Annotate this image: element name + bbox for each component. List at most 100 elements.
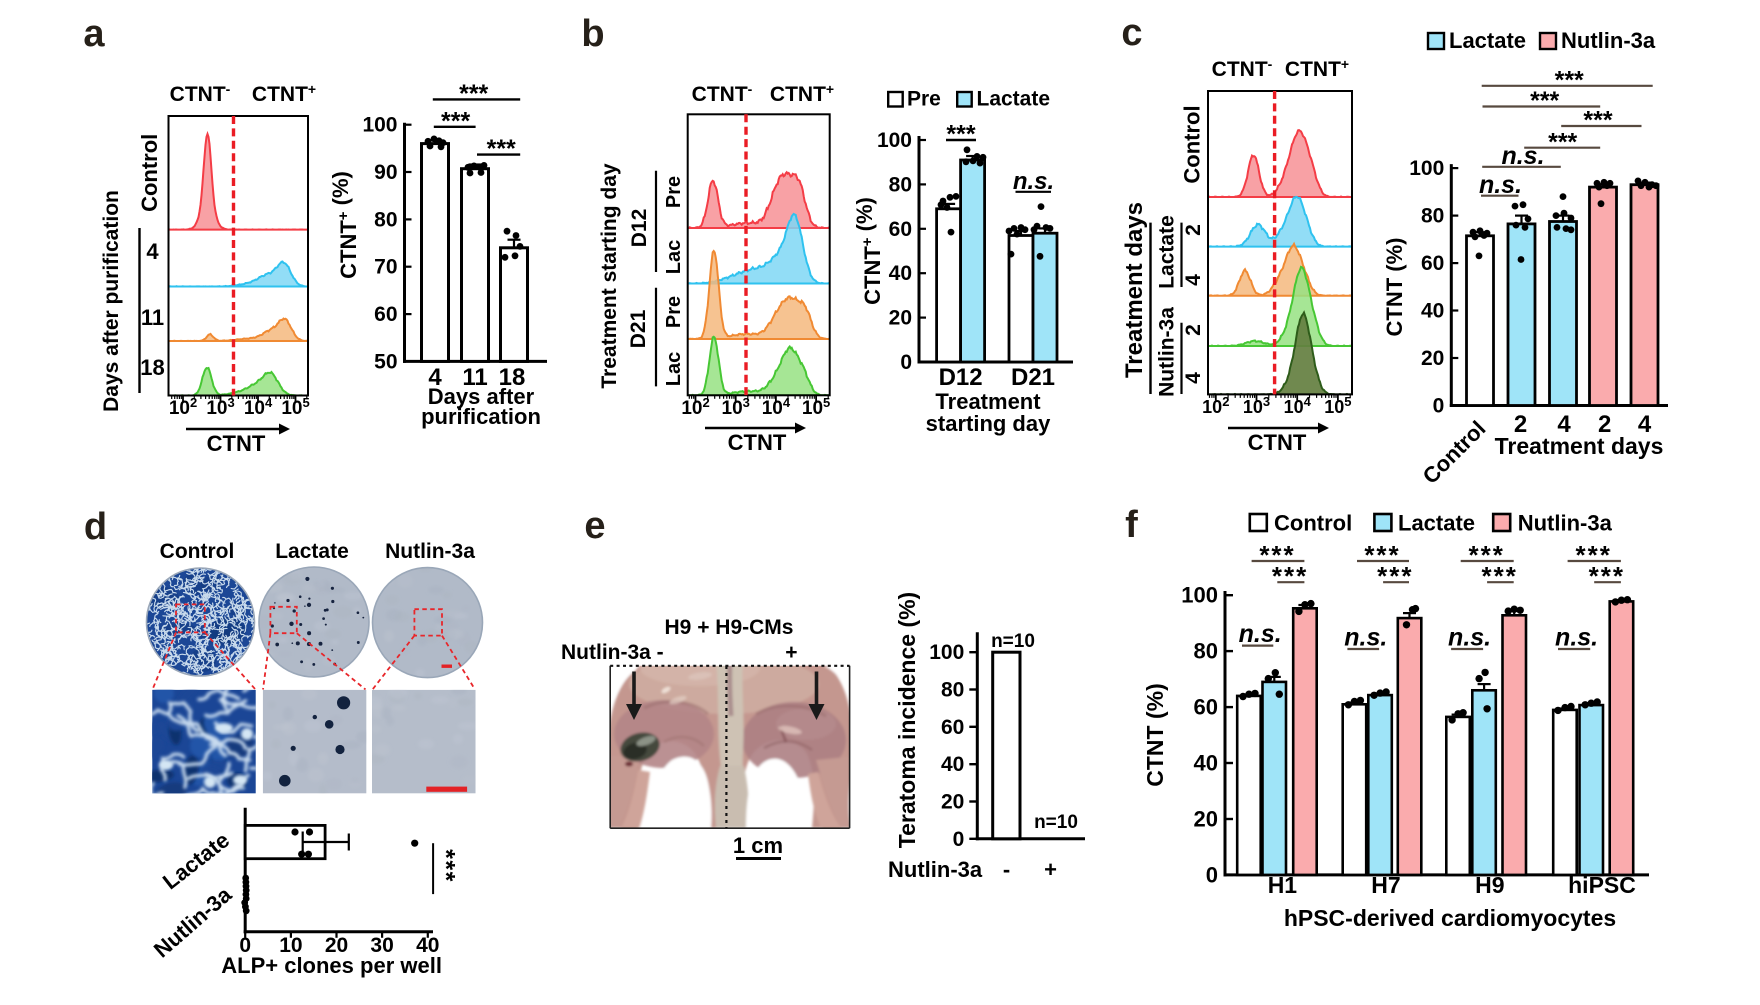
svg-text:H9: H9 — [1475, 872, 1504, 898]
svg-text:Days after purification: Days after purification — [100, 190, 123, 412]
svg-text:0: 0 — [953, 828, 965, 851]
svg-text:Teratoma incidence (%): Teratoma incidence (%) — [894, 592, 920, 848]
svg-text:4: 4 — [1557, 411, 1571, 438]
svg-text:CTNT+: CTNT+ — [252, 81, 316, 106]
svg-text:80: 80 — [374, 208, 397, 231]
svg-text:Control: Control — [1274, 511, 1352, 536]
svg-text:60: 60 — [374, 303, 397, 326]
svg-text:ALP+ clones per well: ALP+ clones per well — [221, 953, 442, 978]
svg-text:18: 18 — [499, 364, 526, 391]
svg-text:Lactate: Lactate — [1156, 215, 1179, 289]
svg-text:***: *** — [1555, 66, 1584, 94]
svg-text:100: 100 — [877, 129, 912, 152]
svg-text:2: 2 — [1182, 224, 1205, 236]
svg-text:104: 104 — [244, 395, 273, 419]
svg-text:80: 80 — [941, 679, 964, 702]
svg-text:CTNT: CTNT — [207, 431, 266, 456]
svg-text:D21: D21 — [627, 309, 650, 348]
svg-text:2: 2 — [1514, 411, 1527, 438]
svg-text:60: 60 — [1194, 695, 1218, 720]
svg-text:4: 4 — [1638, 411, 1652, 438]
svg-text:a: a — [83, 13, 105, 55]
svg-text:+: + — [1044, 857, 1057, 882]
svg-text:n.s.: n.s. — [1479, 171, 1522, 199]
svg-text:Nutlin-3a: Nutlin-3a — [888, 857, 983, 882]
svg-text:***: *** — [1259, 540, 1295, 570]
svg-text:Nutlin-3a -: Nutlin-3a - — [561, 641, 664, 664]
svg-text:40: 40 — [1421, 300, 1444, 323]
svg-text:f: f — [1125, 504, 1138, 546]
svg-text:Days after: Days after — [428, 384, 535, 409]
svg-text:***: *** — [1482, 561, 1518, 591]
svg-text:4: 4 — [146, 239, 159, 264]
svg-text:4: 4 — [1182, 274, 1205, 286]
svg-text:***: *** — [487, 135, 516, 163]
svg-text:H7: H7 — [1371, 872, 1400, 898]
svg-text:Nutlin-3a: Nutlin-3a — [1156, 307, 1179, 397]
svg-text:60: 60 — [941, 716, 964, 739]
svg-text:Control: Control — [160, 540, 235, 563]
svg-text:n=10: n=10 — [991, 631, 1035, 652]
svg-text:purification: purification — [421, 404, 541, 429]
svg-text:20: 20 — [1421, 347, 1444, 370]
svg-text:+: + — [785, 641, 797, 664]
svg-text:100: 100 — [1409, 157, 1444, 180]
svg-text:90: 90 — [374, 161, 397, 184]
svg-text:20: 20 — [1194, 807, 1218, 832]
svg-text:Treatment days: Treatment days — [1495, 433, 1664, 459]
svg-text:80: 80 — [1194, 639, 1218, 664]
svg-text:e: e — [584, 505, 605, 547]
svg-text:100: 100 — [929, 641, 964, 664]
svg-text:0: 0 — [239, 934, 251, 957]
svg-text:d: d — [84, 506, 107, 548]
svg-text:b: b — [581, 13, 604, 55]
svg-text:CTNT+: CTNT+ — [1285, 56, 1349, 81]
svg-text:30: 30 — [370, 934, 393, 957]
svg-text:60: 60 — [889, 218, 912, 241]
svg-text:Lactate: Lactate — [1449, 28, 1526, 53]
svg-text:11: 11 — [462, 364, 487, 391]
svg-text:11: 11 — [141, 305, 164, 330]
svg-text:10: 10 — [279, 934, 302, 957]
svg-text:starting day: starting day — [926, 411, 1051, 436]
svg-text:Lactate: Lactate — [977, 88, 1051, 111]
svg-text:***: *** — [441, 107, 470, 135]
svg-text:CTNT (%): CTNT (%) — [1142, 683, 1168, 786]
svg-text:n.s.: n.s. — [1239, 620, 1282, 648]
svg-text:0: 0 — [1433, 395, 1445, 418]
svg-text:Pre: Pre — [663, 176, 685, 208]
svg-text:80: 80 — [889, 173, 912, 196]
svg-text:Pre: Pre — [907, 88, 941, 111]
svg-text:***: *** — [1364, 540, 1400, 570]
svg-text:Treatment: Treatment — [935, 389, 1041, 414]
svg-text:CTNT-: CTNT- — [170, 81, 231, 106]
svg-text:D21: D21 — [1011, 364, 1055, 391]
svg-text:2: 2 — [1182, 324, 1205, 336]
svg-text:50: 50 — [374, 350, 397, 373]
svg-text:1 cm: 1 cm — [733, 833, 783, 858]
svg-text:c: c — [1121, 12, 1142, 54]
svg-text:CTNT (%): CTNT (%) — [1382, 238, 1407, 337]
svg-text:H9 + H9-CMs: H9 + H9-CMs — [665, 616, 794, 639]
svg-text:***: *** — [946, 121, 975, 149]
svg-text:40: 40 — [1194, 751, 1218, 776]
svg-text:-: - — [1003, 857, 1010, 882]
svg-text:D12: D12 — [939, 364, 983, 391]
svg-text:Control: Control — [1180, 105, 1205, 183]
svg-text:Pre: Pre — [663, 296, 685, 328]
svg-text:103: 103 — [722, 395, 750, 419]
svg-text:0: 0 — [1206, 862, 1218, 887]
svg-text:***: *** — [1377, 561, 1413, 591]
svg-text:Lactate: Lactate — [275, 540, 349, 563]
svg-text:CTNT-: CTNT- — [692, 81, 753, 106]
svg-text:D12: D12 — [628, 209, 651, 248]
svg-text:18: 18 — [140, 355, 164, 380]
svg-text:Lactate: Lactate — [1398, 511, 1475, 536]
svg-text:20: 20 — [325, 934, 348, 957]
svg-text:100: 100 — [1181, 583, 1218, 608]
svg-text:4: 4 — [428, 364, 442, 391]
svg-text:Control: Control — [137, 134, 162, 212]
svg-text:80: 80 — [1421, 205, 1444, 228]
svg-text:n.s.: n.s. — [1013, 168, 1054, 195]
svg-text:CTNT: CTNT — [1248, 430, 1307, 455]
